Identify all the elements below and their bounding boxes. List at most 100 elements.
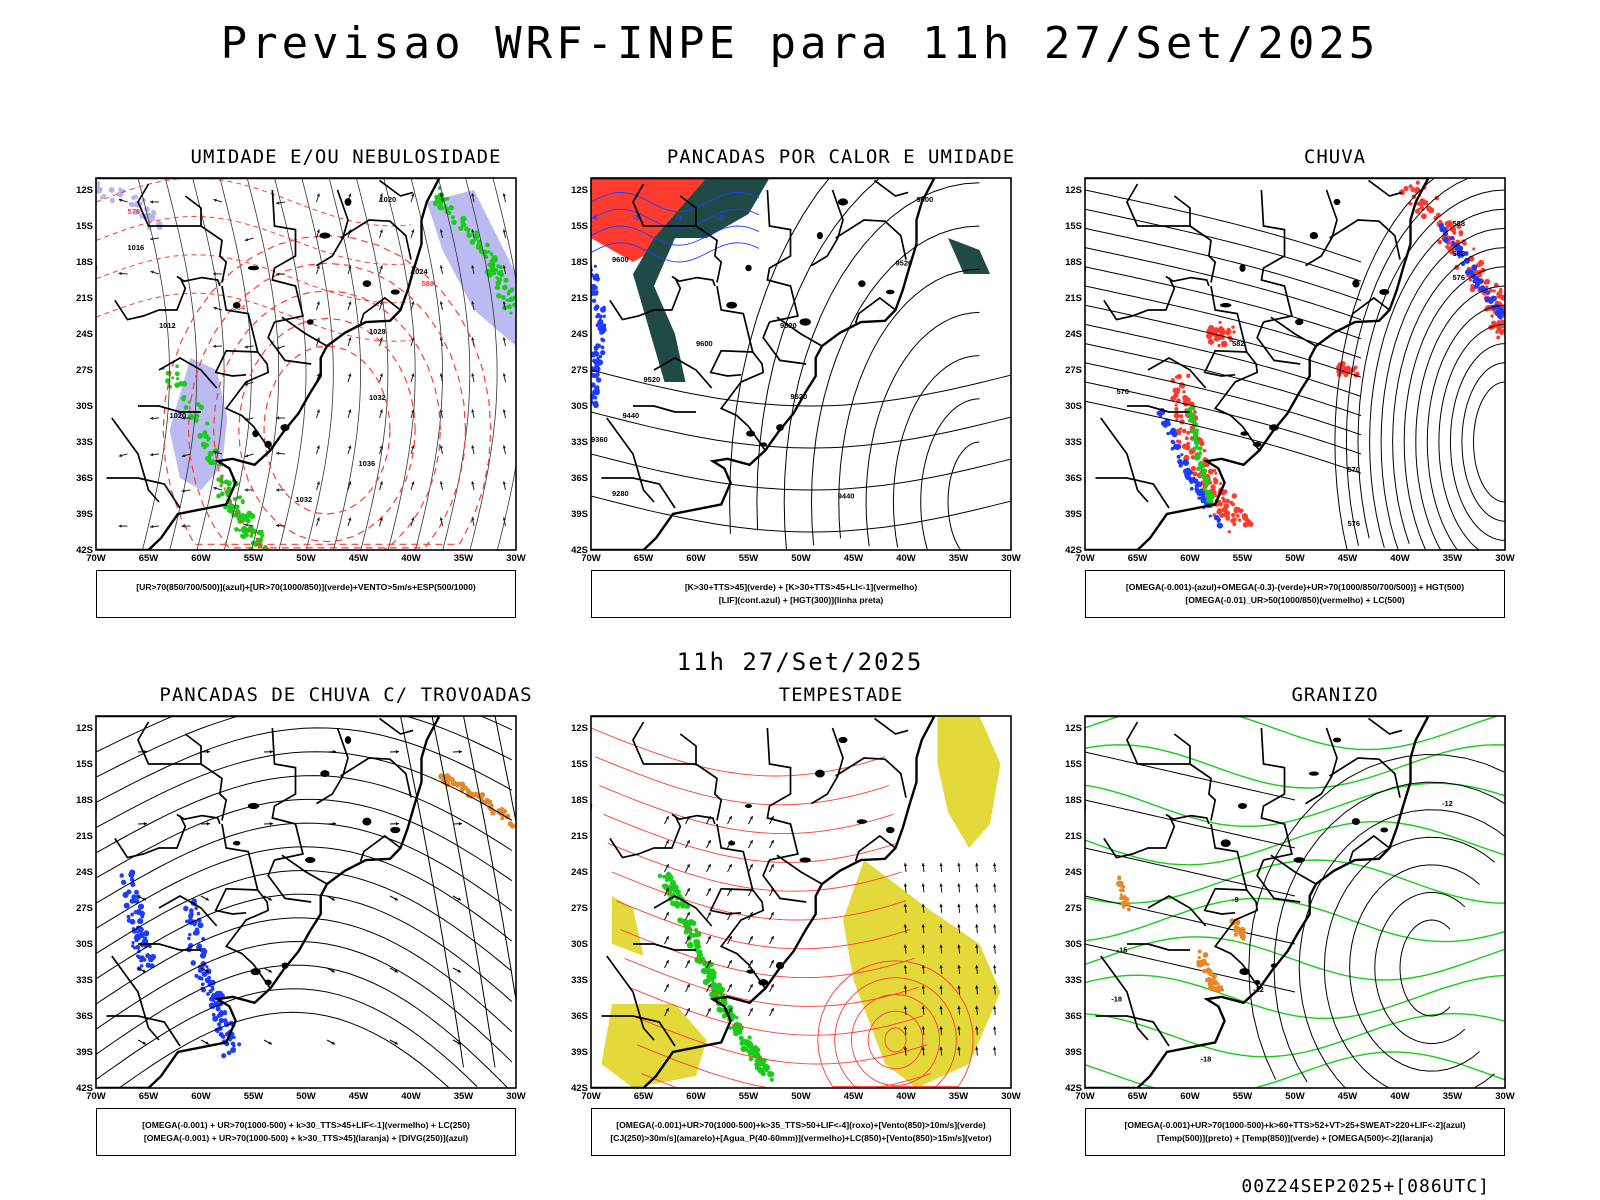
lon-tick-label: 40W xyxy=(896,553,916,564)
chuva-omega-blue-ocean xyxy=(1495,309,1501,315)
lat-tick-label: 42S xyxy=(1065,545,1082,556)
pancadas-calor-border-12 xyxy=(873,179,909,197)
lon-tick-label: 60W xyxy=(1180,1091,1200,1102)
trovoadas-divg xyxy=(135,933,140,938)
granizo-omega xyxy=(1211,973,1218,979)
granizo-temp850-2 xyxy=(1085,782,1505,827)
umidade-border-10 xyxy=(359,296,402,324)
trovoadas-divg xyxy=(196,911,201,916)
chuva-rain-red-ocean xyxy=(1424,200,1428,204)
trovoadas-k-tts-orange xyxy=(446,775,452,782)
tempestade-vortex-0 xyxy=(884,1027,907,1053)
tempestade-streamline-0 xyxy=(591,727,886,777)
chuva-border-1 xyxy=(1103,277,1176,321)
granizo-border-2 xyxy=(1165,813,1210,825)
trovoadas-divg xyxy=(188,932,192,937)
tempestade-wind850 xyxy=(722,1013,728,1019)
tempestade-border-9 xyxy=(811,727,844,805)
trovoadas-border-7 xyxy=(267,859,312,903)
tempestade-vector-head xyxy=(749,840,753,844)
chuva-hgt-2 xyxy=(1449,343,1505,541)
granizo-omega xyxy=(1118,888,1123,892)
tempestade-wind850 xyxy=(667,889,673,894)
chuva-rain-red xyxy=(1241,513,1248,520)
lat-tick-label: 27S xyxy=(571,365,588,376)
tempestade-vector-head xyxy=(939,924,943,928)
map-frame-trovoadas xyxy=(95,715,517,1089)
chuva-rain-red-ocean xyxy=(1415,180,1420,185)
panel-title-tempestade: TEMPESTADE xyxy=(778,684,904,706)
trovoadas-streamline-14 xyxy=(118,1011,450,1088)
trovoadas-stream-arrow-head xyxy=(395,822,399,826)
chuva-omega-blue-ocean xyxy=(1443,228,1448,233)
undefined: 9600 xyxy=(696,339,713,348)
chuva-omega-blue xyxy=(1216,522,1224,529)
pancadas-calor-lif xyxy=(594,285,598,290)
tempestade-vector-head xyxy=(707,840,711,844)
chuva-rain-red-ocean xyxy=(1496,335,1501,340)
tempestade-vector-head xyxy=(939,863,943,867)
umidade-lake-3 xyxy=(232,302,241,309)
granizo-temp850-9 xyxy=(1085,1051,1505,1088)
umidade-low-humidity-ocean xyxy=(491,255,498,262)
umidade-low-humidity-ocean xyxy=(469,239,476,245)
granizo-lake-5 xyxy=(1380,827,1389,833)
chuva-rain-red-ocean xyxy=(1499,287,1503,292)
umidade-low-humidity xyxy=(174,371,180,377)
umidade-wind-arrow-head xyxy=(411,445,415,449)
chuva-rain-red xyxy=(1181,428,1187,434)
lon-tick-label: 45W xyxy=(349,553,369,564)
trovoadas-border-12 xyxy=(378,717,414,735)
tempestade-vector-head xyxy=(993,924,997,928)
umidade-wind-arrow-head xyxy=(502,373,506,377)
granizo-border-16 xyxy=(1147,895,1207,927)
granizo-border-0 xyxy=(1210,823,1260,989)
umidade-wind-arrow-head xyxy=(348,373,352,377)
tempestade-vector-head xyxy=(903,944,908,948)
umidade-wind-arrow-head xyxy=(439,481,443,485)
umidade-wind-arrow-head xyxy=(181,489,185,493)
granizo-temp850-8 xyxy=(1085,1012,1505,1058)
umidade-wind-arrow-head xyxy=(439,373,443,377)
trovoadas-stream-arrow-head xyxy=(205,897,209,901)
tempestade-border-15 xyxy=(601,1015,676,1047)
lon-tick-label: 70W xyxy=(1075,1091,1095,1102)
umidade-low-humidity-ocean xyxy=(451,219,457,226)
lat-tick-label: 15S xyxy=(1065,221,1082,232)
pancadas-calor-lif-label: -5 xyxy=(633,213,640,222)
chuva-border-0 xyxy=(1210,285,1260,451)
chuva-omega-blue xyxy=(1180,453,1184,457)
legend-chuva: [OMEGA(-0.001)-(azul)+OMEGA(-0.3)-(verde… xyxy=(1085,570,1505,618)
trovoadas-k-tts-orange xyxy=(485,798,490,804)
chuva-lake-3 xyxy=(1219,303,1232,308)
umidade-wind-arrow-head xyxy=(118,524,122,528)
trovoadas-divg xyxy=(129,869,136,876)
map-granizo: -15-18-12-9-18-1212S15S18S21S24S27S30S33… xyxy=(1065,715,1515,1102)
lon-tick-label: 50W xyxy=(791,1091,811,1102)
chuva-rain-red-ocean xyxy=(1461,239,1467,245)
granizo-lake-0 xyxy=(1308,771,1319,776)
pancadas-calor-lif xyxy=(594,304,600,310)
chuva-rain-red-ocean xyxy=(1456,224,1462,230)
trovoadas-k-tts-orange xyxy=(465,788,471,794)
granizo-omega xyxy=(1211,979,1218,986)
map-frame-tempestade xyxy=(590,715,1012,1089)
granizo-border-7 xyxy=(1256,859,1301,903)
chuva-hgt-w-1 xyxy=(1085,208,1362,282)
granizo-omega xyxy=(1117,875,1122,880)
umidade-clabel: 1016 xyxy=(128,243,145,252)
granizo-temp500-w-0 xyxy=(1085,751,1296,801)
lat-tick-label: 33S xyxy=(571,437,588,448)
chuva-omega-blue-ocean xyxy=(1463,257,1471,264)
chuva-lake-5 xyxy=(1379,289,1390,295)
trovoadas-k-tts-orange xyxy=(438,773,445,780)
chuva-rain-red-ocean xyxy=(1476,262,1482,268)
trovoadas-stream-arrow-head xyxy=(457,969,461,973)
chuva-rain-red xyxy=(1186,400,1191,405)
tempestade-vector-head xyxy=(921,863,925,867)
lat-tick-label: 33S xyxy=(1065,437,1082,448)
chuva-rain-red-ocean xyxy=(1509,319,1512,322)
granizo-omega xyxy=(1215,987,1219,991)
umidade-wind-arrow-head xyxy=(411,481,415,485)
